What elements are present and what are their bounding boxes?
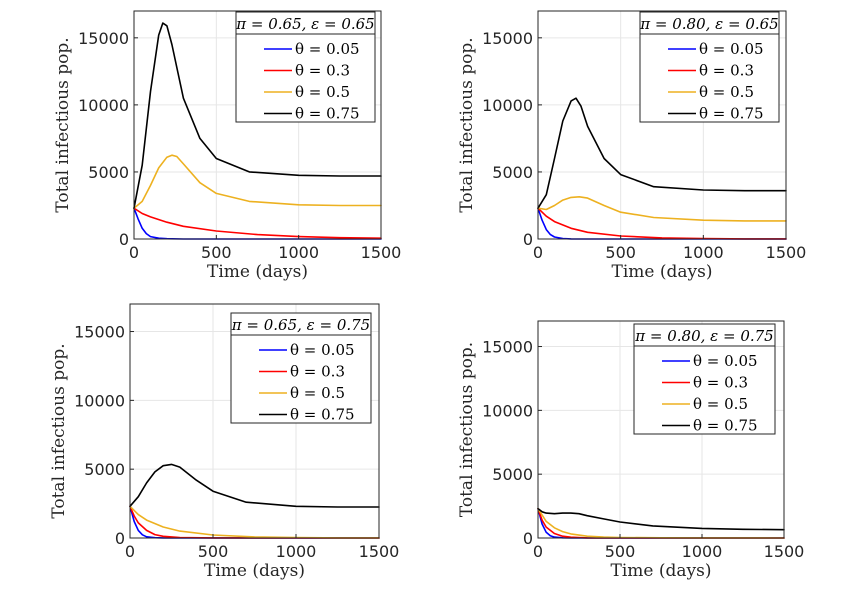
y-tick-label: 10000 [482, 401, 533, 420]
y-tick-label: 5000 [492, 465, 533, 484]
y-tick-label: 10000 [482, 96, 533, 115]
y-axis-label: Total infectious pop. [49, 343, 69, 518]
legend-entry-label: θ = 0.05 [295, 40, 360, 58]
y-axis-label: Total infectious pop. [53, 37, 73, 212]
y-tick-label: 0 [115, 529, 125, 548]
x-tick-label: 500 [605, 243, 636, 262]
legend-entry-label: θ = 0.75 [693, 417, 758, 435]
x-tick-label: 0 [129, 243, 139, 262]
legend-entry-label: θ = 0.05 [290, 341, 355, 359]
y-tick-label: 10000 [78, 96, 129, 115]
legend-entry-label: θ = 0.5 [295, 83, 350, 101]
y-tick-label: 0 [119, 230, 129, 249]
y-tick-label: 5000 [492, 163, 533, 182]
axes-box [537, 10, 787, 240]
axes-box [537, 320, 785, 539]
legend-title: π = 0.80, ε = 0.75 [634, 327, 773, 345]
x-axis-label: Time (days) [612, 262, 713, 282]
legend-entry-label: θ = 0.3 [295, 62, 350, 80]
legend-entry-label: θ = 0.5 [693, 395, 748, 413]
legend: π = 0.65, ε = 0.75 θ = 0.05 θ = 0.3 θ = 0.5… [230, 312, 372, 424]
axes-box [129, 303, 380, 539]
legend-entry-label: θ = 0.5 [290, 384, 345, 402]
series-line-theta-0-75 [537, 507, 785, 531]
y-tick-label: 5000 [84, 460, 125, 479]
legend-title: π = 0.80, ε = 0.65 [639, 15, 778, 33]
axes-box [133, 10, 382, 240]
legend-title: π = 0.65, ε = 0.75 [231, 316, 370, 334]
y-axis-label: Total infectious pop. [457, 37, 477, 212]
legend-box [230, 312, 372, 424]
y-tick-label: 15000 [482, 29, 533, 48]
series-line-theta-0-75 [129, 463, 380, 508]
legend-entry-label: θ = 0.05 [693, 352, 758, 370]
legend-box [639, 11, 780, 123]
y-tick-label: 5000 [88, 163, 129, 182]
y-axis-label: Total infectious pop. [457, 342, 477, 517]
x-tick-label: 500 [198, 542, 229, 561]
x-axis-label: Time (days) [207, 262, 308, 282]
y-tick-label: 15000 [482, 338, 533, 357]
legend-entry-label: θ = 0.5 [699, 83, 754, 101]
x-tick-label: 1500 [766, 243, 807, 262]
series-line-theta-0-75 [133, 22, 382, 209]
x-axis-label: Time (days) [204, 561, 305, 581]
series-line-theta-0-3 [133, 207, 382, 239]
x-tick-label: 1000 [683, 243, 724, 262]
legend-entry-label: θ = 0.75 [290, 406, 355, 424]
series-line-theta-0-5 [537, 196, 787, 222]
legend-entry-label: θ = 0.05 [699, 40, 764, 58]
series-line-theta-0-75 [537, 97, 787, 209]
legend-entry-label: θ = 0.75 [295, 105, 360, 123]
legend-entry-label: θ = 0.3 [699, 62, 754, 80]
y-tick-label: 0 [523, 230, 533, 249]
x-tick-label: 500 [605, 542, 636, 561]
x-tick-label: 1500 [359, 542, 400, 561]
x-tick-label: 500 [201, 243, 232, 262]
legend: π = 0.80, ε = 0.75 θ = 0.05 θ = 0.3 θ = 0.5… [633, 323, 776, 435]
legend-entry-label: θ = 0.3 [290, 363, 345, 381]
legend-title: π = 0.65, ε = 0.65 [235, 15, 374, 33]
x-tick-label: 1500 [361, 243, 402, 262]
legend-entry-label: θ = 0.3 [693, 374, 748, 392]
x-tick-label: 1500 [764, 542, 805, 561]
x-tick-label: 0 [533, 542, 543, 561]
x-tick-label: 1000 [278, 243, 319, 262]
y-tick-label: 15000 [74, 323, 125, 342]
x-tick-label: 0 [533, 243, 543, 262]
y-tick-label: 0 [523, 529, 533, 548]
x-tick-label: 0 [125, 542, 135, 561]
legend-box [633, 323, 776, 435]
legend: π = 0.65, ε = 0.65 θ = 0.05 θ = 0.3 θ = 0.5… [235, 11, 376, 123]
x-tick-label: 1000 [276, 542, 317, 561]
legend-box [235, 11, 376, 123]
x-tick-label: 1000 [682, 542, 723, 561]
legend: π = 0.80, ε = 0.65 θ = 0.05 θ = 0.3 θ = 0.5… [639, 11, 780, 123]
x-axis-label: Time (days) [611, 561, 712, 581]
legend-entry-label: θ = 0.75 [699, 105, 764, 123]
series-line-theta-0-5 [133, 154, 382, 209]
y-tick-label: 10000 [74, 391, 125, 410]
y-tick-label: 15000 [78, 29, 129, 48]
